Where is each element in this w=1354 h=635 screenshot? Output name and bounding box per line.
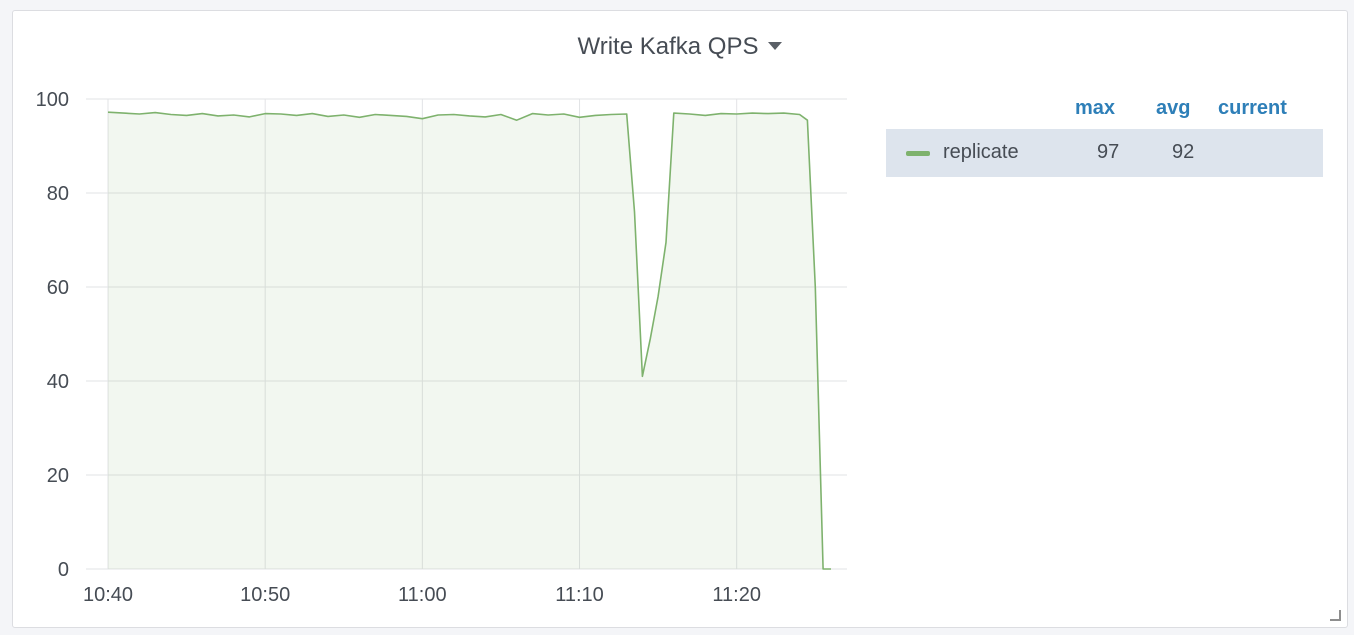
legend-col-max[interactable]: max (1075, 97, 1116, 119)
y-tick-label: 60 (47, 277, 69, 299)
x-tick-label: 11:10 (555, 584, 604, 606)
legend-col-avg[interactable]: avg (1156, 97, 1191, 119)
legend-value-max: 97 (1097, 141, 1120, 163)
y-tick-label: 40 (47, 371, 69, 393)
y-tick-label: 20 (47, 465, 69, 487)
chart-grid (86, 98, 847, 570)
panel-title-text[interactable]: Write Kafka QPS (577, 33, 759, 60)
legend-table: max avg current replicate 97 92 (886, 95, 1323, 177)
chart-line-layer (107, 111, 831, 570)
x-tick-label: 11:20 (712, 584, 761, 606)
chart-area-layer (108, 112, 831, 569)
legend-value-avg: 92 (1172, 141, 1195, 163)
graph-panel: Write Kafka QPS 0 20 40 60 80 100 10:40 10:50 1… (12, 10, 1348, 628)
chart-plot-area: 0 20 40 60 80 100 10:40 10:50 11:00 11:10 11:20 (36, 89, 847, 606)
series-area-replicate (108, 112, 831, 569)
x-axis-tick-labels: 10:40 10:50 11:00 11:10 11:20 (83, 584, 761, 606)
resize-handle-icon[interactable] (1330, 610, 1341, 621)
x-tick-label: 11:00 (398, 584, 447, 606)
legend-col-current[interactable]: current (1218, 97, 1287, 119)
x-tick-label: 10:40 (83, 584, 133, 606)
dropdown-caret-icon[interactable] (768, 41, 783, 50)
legend-row-replicate[interactable]: replicate 97 92 (886, 129, 1323, 177)
series-line-replicate (107, 111, 831, 570)
legend-series-name[interactable]: replicate (943, 141, 1019, 163)
series-color-swatch[interactable] (906, 151, 930, 156)
y-tick-label: 100 (36, 89, 69, 111)
y-axis-tick-labels: 0 20 40 60 80 100 (36, 89, 69, 581)
y-tick-label: 0 (58, 559, 69, 581)
legend-header: max avg current (886, 95, 1323, 129)
x-tick-label: 10:50 (240, 584, 290, 606)
panel-title[interactable]: Write Kafka QPS (13, 33, 1347, 61)
y-tick-label: 80 (47, 183, 69, 205)
